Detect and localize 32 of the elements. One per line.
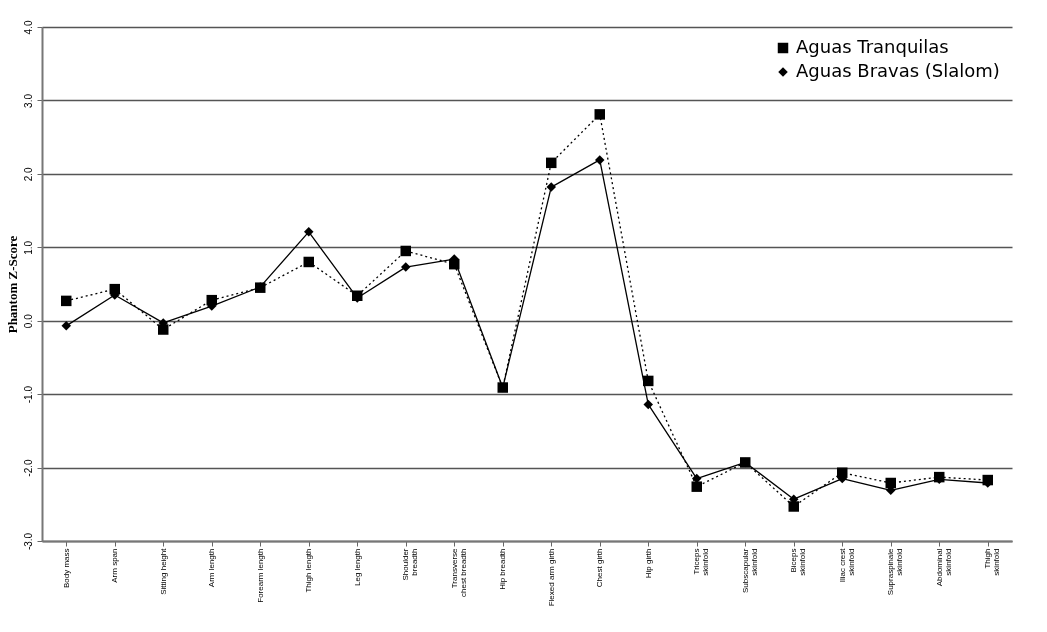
x-tick-label: Hip girth	[643, 548, 653, 579]
x-tick-label: Iliac crest skinfold	[837, 547, 856, 583]
x-tick-label: Biceps skinfold	[789, 548, 808, 576]
point	[691, 481, 702, 492]
y-tick-label: 1.0	[22, 240, 34, 255]
x-tick-label: Shoulder breadth	[401, 548, 420, 581]
x-tick-label: Thigh length	[304, 548, 314, 593]
x-tick-label: Body mass	[61, 548, 71, 589]
x-tick-label: Arm span	[110, 548, 120, 583]
x-tick-label: Flexed arm girth	[546, 548, 556, 607]
y-tick-label: 3.0	[22, 93, 34, 108]
x-tick-label: Forearm length	[255, 548, 265, 603]
x-tick-label: Subscapular skinfold	[740, 548, 759, 593]
x-tick-label: Hip breadth	[498, 548, 508, 590]
y-tick-label: 4.0	[22, 20, 34, 35]
x-tick-label: Supraspinale skinfold	[886, 547, 905, 596]
point	[594, 109, 605, 120]
y-tick-label: 2.0	[22, 166, 34, 182]
y-tick-label: -1.0	[22, 385, 34, 404]
legend-label: Aguas Bravas (Slalom)	[796, 60, 1000, 81]
y-tick-label: -3.0	[22, 532, 34, 551]
x-tick-label: Sitting height	[158, 547, 168, 595]
x-tick-label: Thigh skinfold	[983, 548, 1002, 576]
x-tick-label: Triceps skinfold	[692, 548, 711, 576]
y-tick-label: -2.0	[22, 459, 34, 477]
y-tick-label: 0.0	[22, 313, 34, 329]
x-tick-label: Arm length	[207, 548, 217, 588]
legend-label: Aguas Tranquilas	[796, 36, 949, 57]
x-tick-label: Leg length	[352, 548, 362, 586]
x-tick-label: Chest girth	[595, 548, 605, 588]
x-tick-label: Abdominal skinfold	[934, 548, 953, 587]
y-axis-title: Phantom Z-Score	[4, 235, 20, 334]
